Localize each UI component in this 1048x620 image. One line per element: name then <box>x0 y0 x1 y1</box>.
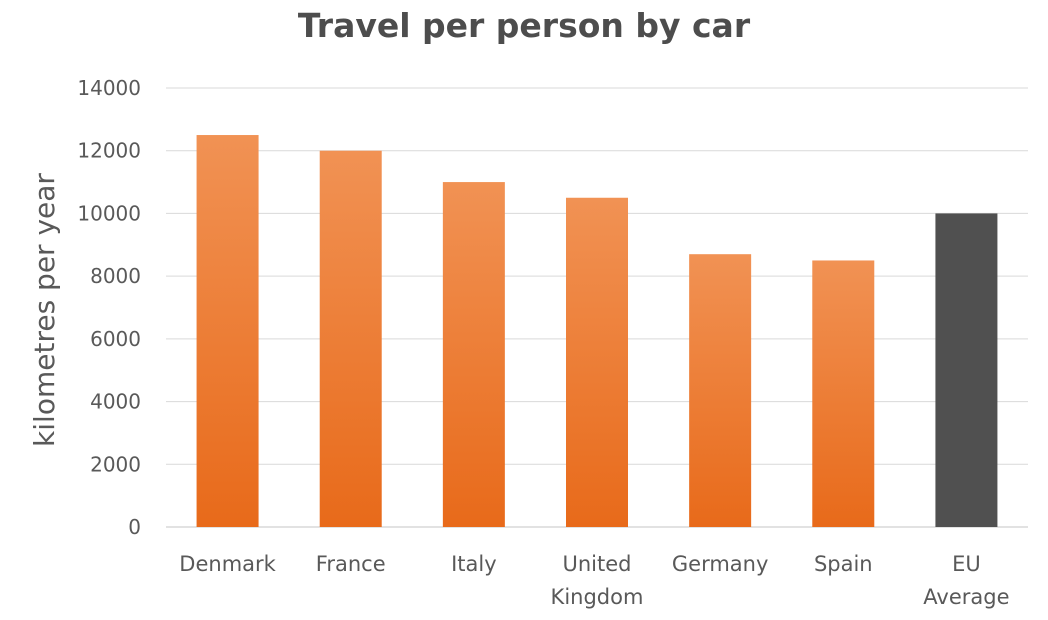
bar-united-kingdom <box>566 197 628 527</box>
bar-france <box>319 150 382 527</box>
chart-title: Travel per person by car <box>297 6 751 45</box>
x-tick-label: EU Average <box>923 552 1009 609</box>
x-tick-label: France <box>316 552 386 576</box>
x-tick-label-line: Average <box>923 585 1009 609</box>
x-tick-label-line: EU <box>952 552 981 576</box>
x-tick-label-line: Germany <box>672 552 769 576</box>
x-tick-label-line: Italy <box>451 552 497 576</box>
x-tick-label: Germany <box>672 552 769 576</box>
y-tick-label: 4000 <box>90 390 141 414</box>
y-axis-ticks: 0 2000 4000 6000 8000 10000 12000 14000 <box>77 76 141 539</box>
x-tick-label: United Kingdom <box>551 552 644 609</box>
x-tick-label-line: Spain <box>814 552 873 576</box>
y-tick-label: 0 <box>128 515 141 539</box>
bar-italy <box>442 182 505 528</box>
x-axis-labels: Denmark France Italy United Kingdom Germany Sp… <box>179 552 1009 609</box>
x-tick-label-line: France <box>316 552 386 576</box>
bar-denmark <box>196 135 259 528</box>
y-tick-label: 14000 <box>77 76 141 100</box>
x-tick-label-line: Denmark <box>179 552 276 576</box>
bars <box>196 135 998 528</box>
x-tick-label-line: Kingdom <box>551 585 644 609</box>
y-axis-title: kilometres per year <box>28 173 61 447</box>
bar-eu-average <box>935 213 998 527</box>
x-tick-label: Spain <box>814 552 873 576</box>
y-tick-label: 2000 <box>90 452 141 476</box>
y-tick-label: 10000 <box>77 201 141 225</box>
bar-spain <box>812 260 875 527</box>
bar-germany <box>689 254 752 527</box>
x-tick-label: Italy <box>451 552 497 576</box>
y-tick-label: 12000 <box>77 139 141 163</box>
y-tick-label: 8000 <box>90 264 141 288</box>
y-tick-label: 6000 <box>90 327 141 351</box>
x-tick-label: Denmark <box>179 552 276 576</box>
x-tick-label-line: United <box>563 552 632 576</box>
